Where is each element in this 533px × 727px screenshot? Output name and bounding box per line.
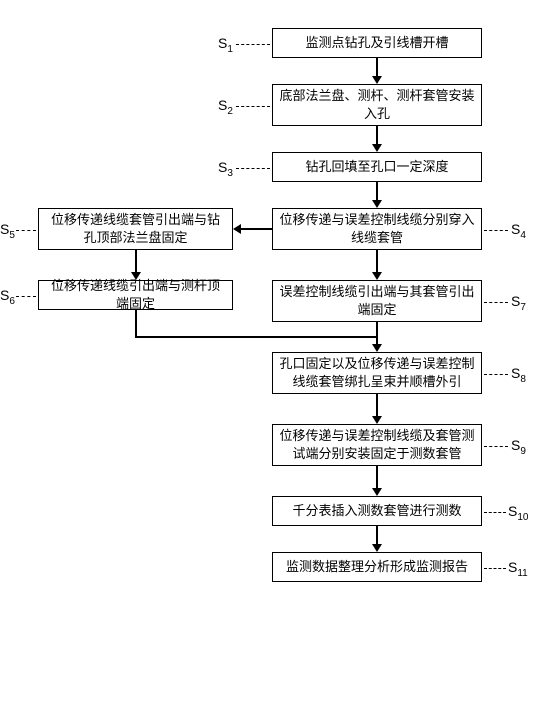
- dashes-s3: [236, 168, 270, 169]
- node-s5-text: 位移传递线缆套管引出端与钻孔顶部法兰盘固定: [45, 211, 226, 246]
- label-s8: S8: [511, 365, 526, 385]
- label-s11: S11: [508, 559, 528, 579]
- label-s10: S10: [508, 503, 528, 523]
- node-s7: 误差控制线缆引出端与其套管引出端固定: [272, 280, 482, 322]
- dashes-s7: [484, 302, 508, 303]
- merge-s6-down: [135, 310, 137, 337]
- arrow-s2-s3: [376, 126, 378, 144]
- node-s10: 千分表插入测数套管进行测数: [272, 496, 482, 526]
- arrow-head-s2-s3: [372, 144, 382, 152]
- arrow-s1-s2: [376, 58, 378, 76]
- node-s3: 钻孔回填至孔口一定深度: [272, 152, 482, 182]
- label-s7: S7: [511, 293, 526, 313]
- arrow-head-s9-s10: [372, 488, 382, 496]
- arrow-head-s8-s9: [372, 416, 382, 424]
- node-s9-text: 位移传递与误差控制线缆及套管测试端分别安装固定于测数套管: [279, 427, 475, 462]
- arrow-head-s7-s8: [372, 344, 382, 352]
- dashes-s11: [484, 568, 506, 569]
- arrow-head-s4-s7: [372, 272, 382, 280]
- dashes-s2: [236, 106, 270, 107]
- node-s6-text: 位移传递线缆引出端与测杆顶端固定: [45, 277, 226, 312]
- dashes-s1: [236, 44, 270, 45]
- label-s2: S2: [218, 97, 233, 117]
- node-s4: 位移传递与误差控制线缆分别穿入线缆套管: [272, 208, 482, 250]
- arrow-s10-s11: [376, 526, 378, 544]
- label-s3: S3: [218, 159, 233, 179]
- node-s10-text: 千分表插入测数套管进行测数: [292, 502, 461, 520]
- label-s5: S5: [0, 221, 15, 241]
- dashes-s5: [16, 230, 36, 231]
- arrow-head-s3-s4: [372, 200, 382, 208]
- dashes-s8: [484, 374, 508, 375]
- merge-s6-right: [135, 336, 377, 338]
- arrow-head-s1-s2: [372, 76, 382, 84]
- dashes-s6: [16, 296, 36, 297]
- arrow-head-s4-s5: [233, 224, 241, 234]
- node-s11-text: 监测数据整理分析形成监测报告: [286, 558, 468, 576]
- flowchart-container: 监测点钻孔及引线槽开槽 底部法兰盘、测杆、测杆套管安装入孔 钻孔回填至孔口一定深…: [0, 0, 533, 727]
- dashes-s4: [484, 230, 508, 231]
- node-s7-text: 误差控制线缆引出端与其套管引出端固定: [279, 283, 475, 318]
- arrow-head-s10-s11: [372, 544, 382, 552]
- node-s2-text: 底部法兰盘、测杆、测杆套管安装入孔: [279, 87, 475, 122]
- node-s1: 监测点钻孔及引线槽开槽: [272, 28, 482, 58]
- node-s4-text: 位移传递与误差控制线缆分别穿入线缆套管: [279, 211, 475, 246]
- arrow-s7-s8: [376, 322, 378, 344]
- label-s1: S1: [218, 35, 233, 55]
- node-s8-text: 孔口固定以及位移传递与误差控制线缆套管绑扎呈束并顺槽外引: [279, 355, 475, 390]
- node-s1-text: 监测点钻孔及引线槽开槽: [305, 34, 448, 52]
- arrow-s4-s7: [376, 250, 378, 272]
- node-s2: 底部法兰盘、测杆、测杆套管安装入孔: [272, 84, 482, 126]
- node-s6: 位移传递线缆引出端与测杆顶端固定: [38, 280, 233, 310]
- dashes-s9: [484, 446, 508, 447]
- label-s9: S9: [511, 437, 526, 457]
- arrow-head-s5-s6: [131, 272, 141, 280]
- node-s11: 监测数据整理分析形成监测报告: [272, 552, 482, 582]
- node-s9: 位移传递与误差控制线缆及套管测试端分别安装固定于测数套管: [272, 424, 482, 466]
- arrow-s5-s6: [135, 250, 137, 272]
- node-s5: 位移传递线缆套管引出端与钻孔顶部法兰盘固定: [38, 208, 233, 250]
- arrow-s4-s5: [241, 228, 272, 230]
- node-s3-text: 钻孔回填至孔口一定深度: [305, 158, 448, 176]
- arrow-s9-s10: [376, 466, 378, 488]
- arrow-s3-s4: [376, 182, 378, 200]
- node-s8: 孔口固定以及位移传递与误差控制线缆套管绑扎呈束并顺槽外引: [272, 352, 482, 394]
- label-s4: S4: [511, 221, 526, 241]
- dashes-s10: [484, 512, 506, 513]
- label-s6: S6: [0, 287, 15, 307]
- arrow-s8-s9: [376, 394, 378, 416]
